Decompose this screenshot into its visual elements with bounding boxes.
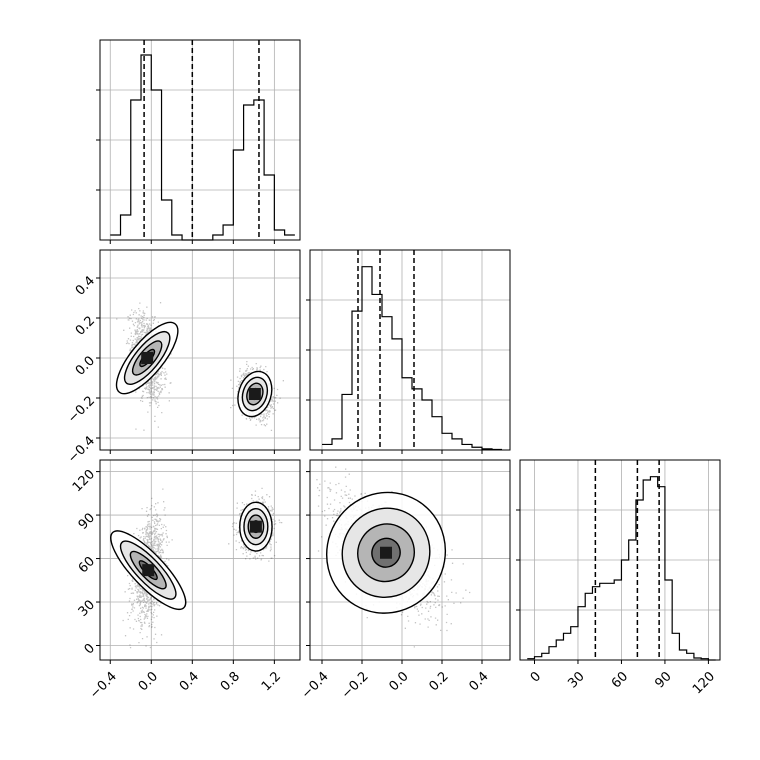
x-tick-label: 120 — [690, 669, 718, 697]
x-tick-label: 0.4 — [177, 669, 202, 694]
y-tick-label: 0.0 — [73, 353, 98, 378]
histogram-1 — [306, 249, 511, 454]
x-tick-label: 30 — [565, 669, 587, 691]
y-tick-label: −0.4 — [65, 433, 98, 466]
panel-frame — [309, 249, 511, 451]
density-peak — [380, 546, 392, 559]
x-tick-label: 1.2 — [259, 669, 284, 694]
scatter-0-1 — [96, 249, 301, 454]
x-tick-label: 0.0 — [136, 669, 161, 694]
x-tick-label: 0.2 — [426, 669, 451, 694]
density-peak — [142, 564, 155, 577]
y-tick-label: 0.2 — [73, 313, 98, 338]
y-tick-label: 0 — [82, 641, 98, 657]
scatter-0-2 — [96, 459, 301, 664]
density-peak — [249, 520, 262, 533]
panel-frame — [519, 459, 721, 661]
y-tick-label: 60 — [76, 554, 98, 576]
histogram-0 — [96, 39, 301, 244]
scatter-points — [110, 487, 283, 649]
x-tick-label: 0 — [528, 669, 544, 685]
y-tick-label: 30 — [76, 597, 98, 619]
scatter-1-2 — [306, 459, 511, 664]
density-peak — [248, 388, 261, 400]
x-tick-label: 0.0 — [386, 669, 411, 694]
density-peak — [141, 352, 154, 364]
x-tick-label: −0.4 — [87, 669, 120, 702]
panel-frame — [309, 459, 511, 661]
y-tick-label: 120 — [70, 467, 98, 495]
x-tick-label: −0.2 — [339, 669, 372, 702]
panel-frame — [99, 459, 301, 661]
histogram-step — [322, 266, 502, 451]
x-tick-label: −0.4 — [299, 669, 332, 702]
y-tick-label: −0.2 — [65, 393, 98, 426]
x-tick-label: 90 — [652, 669, 674, 691]
scatter-points — [115, 302, 284, 432]
y-tick-label: 0.4 — [73, 273, 98, 298]
x-tick-label: 60 — [609, 669, 631, 691]
x-tick-label: 0.8 — [218, 669, 243, 694]
panel-frame — [99, 39, 301, 241]
histogram-step — [527, 476, 716, 661]
histogram-2 — [516, 459, 721, 664]
x-tick-label: 0.4 — [466, 669, 491, 694]
panel-frame — [99, 249, 301, 451]
histogram-step — [110, 54, 295, 241]
scatter-points — [310, 466, 471, 648]
y-tick-label: 90 — [76, 511, 98, 533]
